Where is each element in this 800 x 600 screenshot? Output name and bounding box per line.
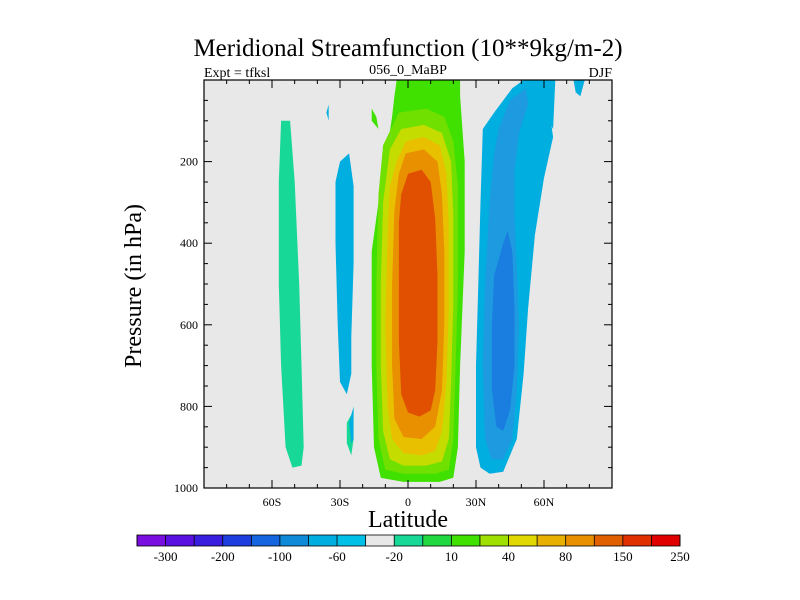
colorbar-box [451, 535, 481, 546]
colorbar-label: 250 [670, 549, 690, 564]
contour-region [398, 169, 438, 417]
colorbar-label: -20 [386, 549, 403, 564]
y-axis: 200 400 600 800 1000 [174, 99, 612, 495]
colorbar-label: 80 [559, 549, 572, 564]
colorbar-box [508, 535, 538, 546]
contour-region [491, 231, 515, 431]
model-run-label: 056_0_MaBP [369, 63, 447, 78]
colorbar-box [651, 535, 681, 546]
colorbar-box [365, 535, 395, 546]
colorbar-box [594, 535, 624, 546]
x-axis-label: Latitude [368, 507, 448, 533]
colorbar-box [279, 535, 309, 546]
colorbar-label: 10 [445, 549, 458, 564]
colorbar-box [137, 535, 166, 546]
colorbar-box [308, 535, 338, 546]
x-axis: 60S 30S 0 30N 60N [226, 80, 590, 509]
colorbar-label: 150 [613, 549, 633, 564]
colorbar-label: -300 [154, 549, 178, 564]
colorbar-box [622, 535, 652, 546]
colorbar-box [565, 535, 595, 546]
contour-region [349, 406, 354, 444]
colorbar-box [194, 535, 224, 546]
y-tick-label: 400 [180, 236, 198, 250]
y-axis-label: Pressure (in hPa) [121, 204, 147, 368]
colorbar-box [251, 535, 281, 546]
chart-title: Meridional Streamfunction (10**9kg/m-2) [193, 35, 622, 62]
x-tick-label: 60S [263, 495, 282, 509]
colorbar-box [222, 535, 252, 546]
colorbar-label: 40 [502, 549, 515, 564]
contour-region [371, 108, 379, 129]
x-tick-label: 30N [466, 495, 487, 509]
y-tick-label: 800 [180, 399, 198, 413]
season-label: DJF [589, 66, 613, 81]
x-tick-label: 0 [405, 495, 411, 509]
y-tick-label: 1000 [174, 481, 198, 495]
experiment-label: Expt = tfksl [204, 66, 270, 81]
contour-region [278, 120, 304, 468]
colorbar-box [422, 535, 452, 546]
colorbar-box [479, 535, 509, 546]
colorbar-box [165, 535, 195, 546]
x-tick-label: 30S [331, 495, 350, 509]
colorbar-box [537, 535, 566, 546]
contour-region [335, 153, 354, 395]
colorbar-label: -60 [328, 549, 345, 564]
colorbar-label: -200 [211, 549, 235, 564]
contour-region [326, 104, 329, 121]
x-tick-label: 60N [534, 495, 555, 509]
colorbar: -300 -200 -100 -60 -20 10 40 80 150 250 [136, 534, 690, 564]
contour-region [544, 80, 556, 129]
y-tick-label: 200 [180, 155, 198, 169]
colorbar-box [394, 535, 424, 546]
y-tick-label: 600 [180, 318, 198, 332]
contour-region [573, 80, 585, 97]
colorbar-label: -100 [268, 549, 292, 564]
colorbar-box [337, 535, 366, 546]
contour-layer [278, 80, 585, 482]
colorbar-frame [136, 534, 681, 547]
